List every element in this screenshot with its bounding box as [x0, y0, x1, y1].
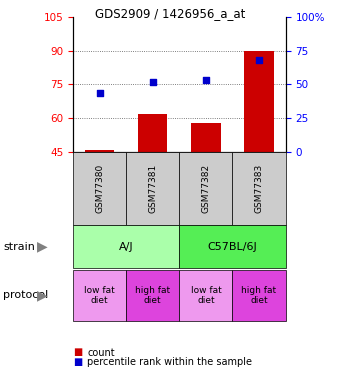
Point [150, 79, 155, 85]
Bar [138, 114, 167, 152]
Text: low fat
diet: low fat diet [84, 286, 115, 305]
Text: ▶: ▶ [37, 288, 48, 302]
Bar [85, 150, 114, 152]
Text: protocol: protocol [3, 290, 49, 300]
Text: GDS2909 / 1426956_a_at: GDS2909 / 1426956_a_at [95, 8, 245, 21]
Text: strain: strain [3, 242, 35, 252]
Text: GSM77380: GSM77380 [95, 164, 104, 213]
Text: C57BL/6J: C57BL/6J [208, 242, 257, 252]
Point [97, 90, 102, 96]
Text: A/J: A/J [119, 242, 134, 252]
Text: count: count [87, 348, 115, 357]
Text: high fat
diet: high fat diet [241, 286, 277, 305]
Text: ▶: ▶ [37, 240, 48, 254]
Bar [244, 51, 274, 152]
Text: GSM77381: GSM77381 [148, 164, 157, 213]
Text: high fat
diet: high fat diet [135, 286, 170, 305]
Text: ■: ■ [73, 348, 82, 357]
Text: percentile rank within the sample: percentile rank within the sample [87, 357, 252, 367]
Text: low fat
diet: low fat diet [190, 286, 221, 305]
Text: ■: ■ [73, 357, 82, 367]
Text: GSM77383: GSM77383 [255, 164, 264, 213]
Text: GSM77382: GSM77382 [201, 164, 210, 213]
Point [203, 77, 209, 83]
Point [256, 57, 262, 63]
Bar [191, 123, 221, 152]
